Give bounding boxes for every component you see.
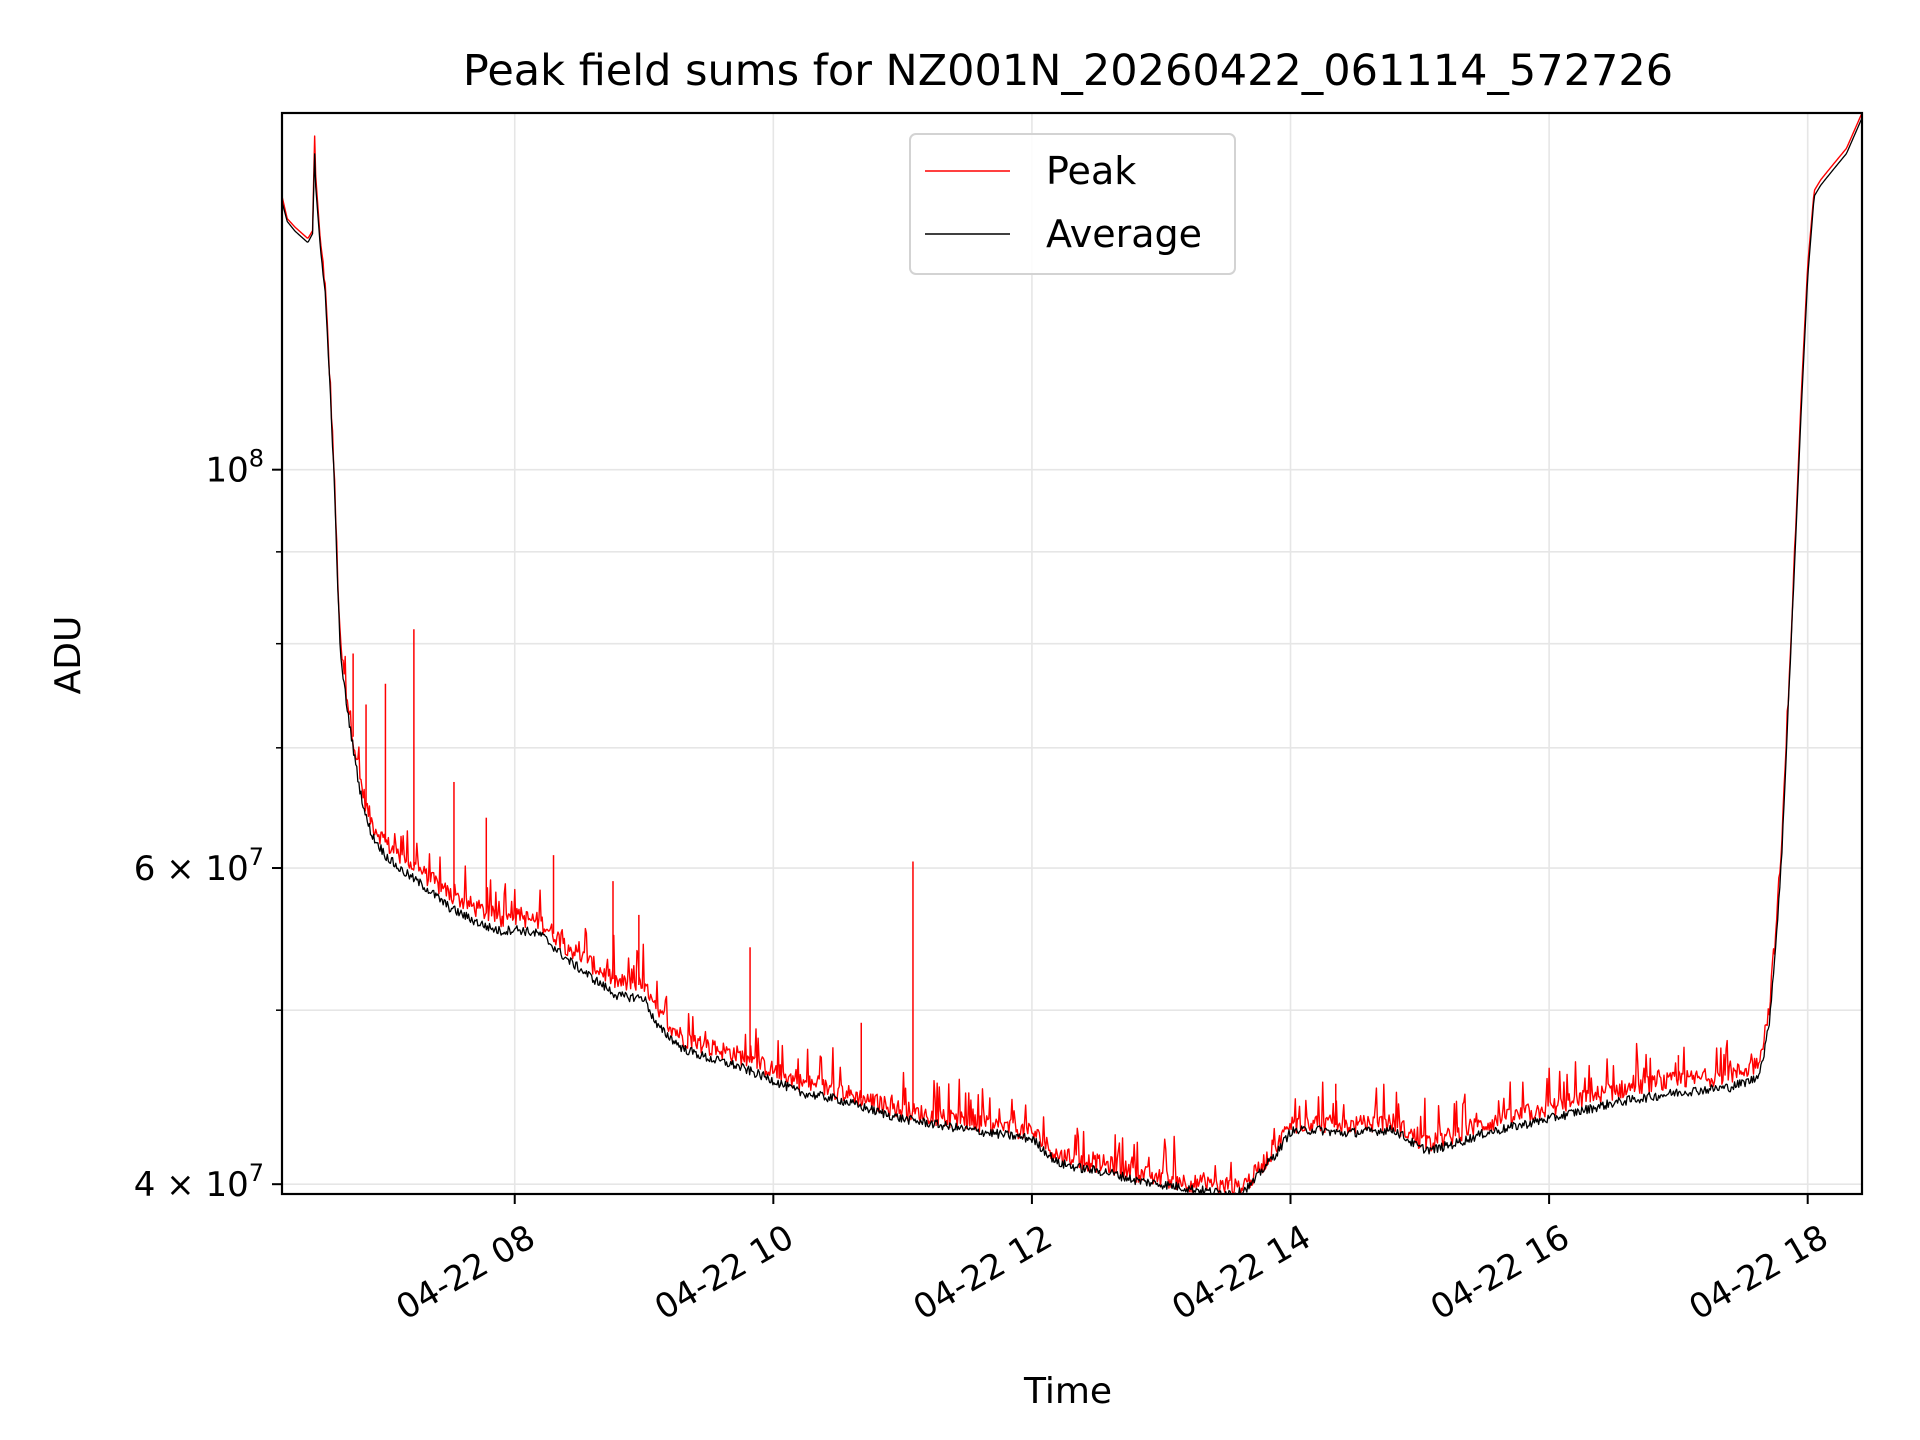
- chart-title: Peak field sums for NZ001N_20260422_0611…: [463, 46, 1673, 96]
- series-layer: [282, 113, 1862, 1194]
- y-axis-label: ADU: [48, 616, 89, 695]
- y-tick-label-exponent: 7: [249, 1159, 264, 1187]
- y-tick-label-base: 10: [205, 451, 248, 491]
- y-tick-label-exponent: 7: [249, 843, 264, 871]
- y-tick-label-exponent: 8: [249, 445, 264, 473]
- plot-frame: [280, 111, 1864, 1196]
- legend-label-average: Average: [1046, 212, 1202, 256]
- y-tick-label-base: 4 × 10: [134, 1165, 249, 1205]
- legend-box: [909, 133, 1236, 275]
- series-average-line: [282, 117, 1862, 1194]
- legend-label-peak: Peak: [1046, 149, 1136, 193]
- series-peak-line: [282, 113, 1862, 1194]
- y-tick-label-base: 6 × 10: [134, 849, 249, 889]
- grid: [282, 113, 1862, 1194]
- legend: Peak Average: [909, 133, 1236, 275]
- y-tick-label: 6 × 107: [134, 843, 264, 889]
- x-axis-label: Time: [1023, 1371, 1112, 1412]
- y-tick-label: 4 × 107: [134, 1159, 264, 1205]
- y-tick-label: 108: [205, 445, 264, 491]
